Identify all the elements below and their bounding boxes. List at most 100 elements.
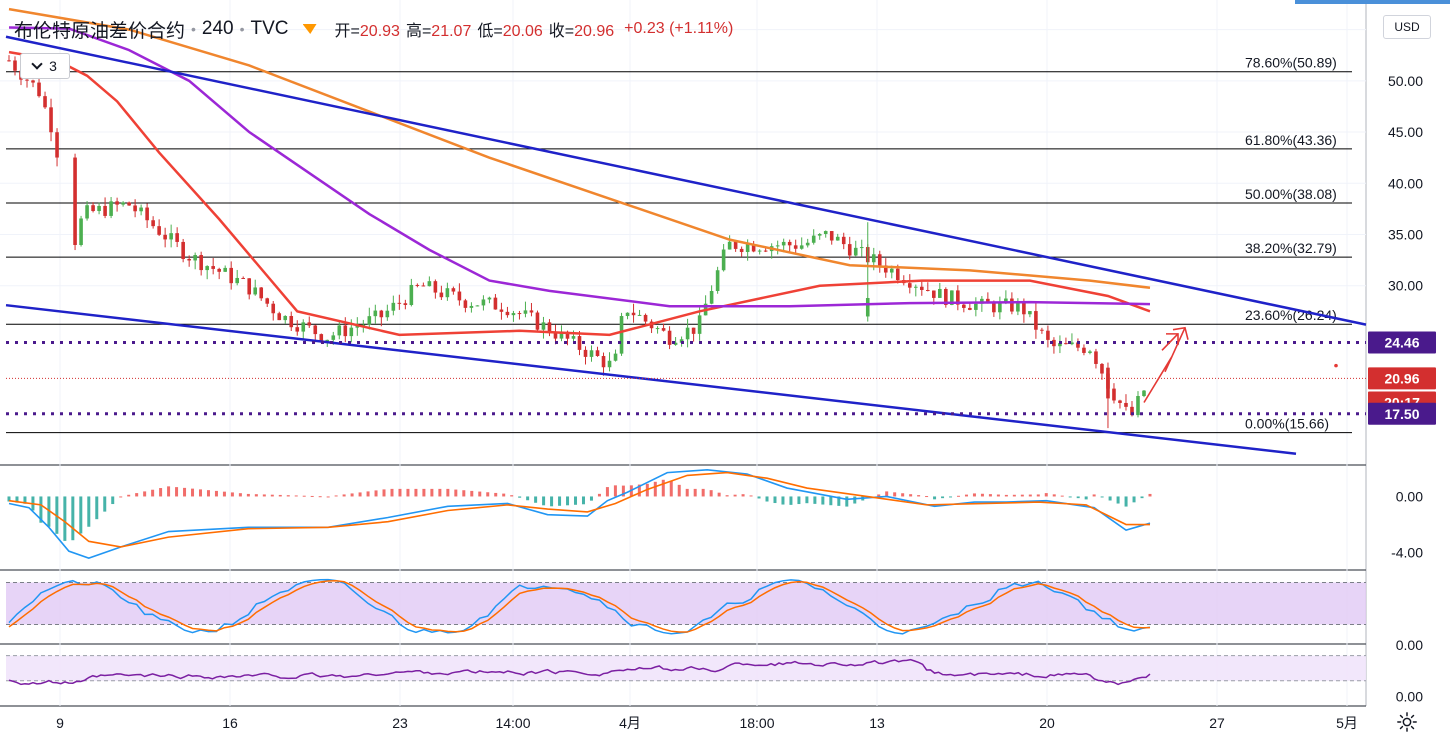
macd-histogram-bar bbox=[1109, 496, 1112, 500]
candle-body bbox=[824, 231, 828, 234]
macd-histogram-bar bbox=[829, 496, 832, 505]
macd-histogram-bar bbox=[909, 494, 912, 496]
candle-body bbox=[1040, 330, 1044, 331]
candle-body bbox=[872, 254, 876, 262]
candle-body bbox=[331, 335, 335, 339]
candle-body bbox=[181, 242, 185, 259]
price-tag-label: 24.46 bbox=[1384, 334, 1419, 350]
indicator-count: 3 bbox=[49, 58, 57, 74]
macd-histogram-bar bbox=[1053, 494, 1056, 496]
macd-histogram-bar bbox=[1005, 495, 1008, 497]
candle-body bbox=[193, 255, 197, 260]
candle-body bbox=[728, 242, 732, 250]
macd-histogram-bar bbox=[550, 496, 553, 506]
macd-histogram-bar bbox=[702, 489, 705, 497]
candle-body bbox=[440, 293, 444, 298]
macd-histogram-bar bbox=[1117, 496, 1120, 503]
candle-body bbox=[590, 350, 594, 357]
candle-body bbox=[692, 328, 696, 334]
candle-body bbox=[500, 310, 504, 312]
macd-histogram-bar bbox=[686, 489, 689, 497]
candle-body bbox=[848, 244, 852, 255]
candle-body bbox=[1106, 368, 1110, 399]
macd-histogram-bar bbox=[694, 489, 697, 497]
macd-histogram-bar bbox=[582, 496, 585, 504]
macd-axis-tick-label: -4.00 bbox=[1391, 545, 1423, 561]
macd-histogram-bar bbox=[478, 492, 481, 497]
candle-body bbox=[458, 292, 462, 301]
candle-body bbox=[710, 291, 714, 304]
candle-body bbox=[662, 328, 666, 331]
currency-button[interactable]: USD bbox=[1383, 15, 1431, 39]
candle-body bbox=[626, 313, 630, 316]
macd-histogram-bar bbox=[103, 496, 106, 511]
high-label: 高= bbox=[406, 23, 431, 40]
fibonacci-level-label: 50.00%(38.08) bbox=[1245, 186, 1337, 202]
candle-body bbox=[632, 313, 636, 315]
macd-histogram-bar bbox=[135, 493, 138, 496]
macd-histogram-bar bbox=[359, 492, 362, 496]
candle-body bbox=[31, 80, 35, 82]
macd-histogram-bar bbox=[558, 496, 561, 505]
candle-body bbox=[860, 247, 864, 248]
macd-histogram-bar bbox=[933, 496, 936, 499]
candle-body bbox=[746, 244, 750, 252]
candle-body bbox=[602, 356, 606, 367]
indicators-toggle-button[interactable]: 3 bbox=[20, 53, 70, 79]
x-axis-tick-label: 27 bbox=[1209, 715, 1225, 731]
macd-histogram-bar bbox=[518, 496, 521, 497]
candle-body bbox=[223, 268, 227, 272]
macd-histogram-bar bbox=[63, 496, 66, 540]
macd-histogram-bar bbox=[941, 496, 944, 498]
candle-body bbox=[698, 315, 702, 334]
gear-icon[interactable] bbox=[1396, 711, 1418, 733]
macd-histogram-bar bbox=[606, 487, 609, 496]
macd-histogram-bar bbox=[454, 490, 457, 497]
change-value: +0.23 (+1.11%) bbox=[624, 20, 733, 38]
candle-body bbox=[812, 236, 816, 243]
candle-body bbox=[235, 278, 239, 283]
candle-body bbox=[139, 208, 143, 212]
candle-body bbox=[1034, 311, 1038, 330]
candle-body bbox=[962, 305, 966, 308]
macd-histogram-bar bbox=[1069, 496, 1072, 497]
candle-body bbox=[920, 287, 924, 290]
candle-body bbox=[782, 242, 786, 245]
macd-histogram-bar bbox=[335, 495, 338, 496]
macd-histogram-bar bbox=[1125, 496, 1128, 506]
macd-histogram-bar bbox=[151, 490, 154, 497]
candle-body bbox=[307, 322, 311, 325]
macd-histogram-bar bbox=[893, 492, 896, 496]
macd-histogram-bar bbox=[351, 493, 354, 496]
open-value: 开=20.93 bbox=[335, 17, 400, 41]
macd-histogram-bar bbox=[167, 486, 170, 496]
macd-histogram-bar bbox=[175, 487, 178, 496]
candle-body bbox=[452, 288, 456, 291]
candle-body bbox=[992, 303, 996, 312]
candle-body bbox=[800, 245, 804, 248]
candle-body bbox=[416, 285, 420, 286]
x-axis-tick-label: 5月 bbox=[1336, 715, 1358, 731]
macd-histogram-bar bbox=[1013, 495, 1016, 497]
macd-histogram-bar bbox=[414, 489, 417, 497]
macd-histogram-bar bbox=[590, 496, 593, 500]
interval-label[interactable]: 240 bbox=[202, 18, 234, 40]
macd-histogram-bar bbox=[430, 489, 433, 497]
candle-body bbox=[740, 249, 744, 252]
candle-body bbox=[37, 83, 41, 97]
candle-body bbox=[313, 325, 317, 334]
separator-dot: • bbox=[240, 21, 245, 37]
macd-histogram-bar bbox=[438, 489, 441, 497]
candle-body bbox=[716, 270, 720, 291]
candle-body bbox=[536, 313, 540, 330]
candle-body bbox=[1082, 348, 1086, 353]
macd-histogram-bar bbox=[383, 489, 386, 496]
macd-histogram-bar bbox=[1077, 496, 1080, 498]
candle-body bbox=[428, 281, 432, 286]
symbol-name[interactable]: 布伦特原油差价合约 bbox=[14, 16, 185, 43]
macd-histogram-bar bbox=[654, 482, 657, 497]
macd-histogram-bar bbox=[247, 494, 250, 497]
macd-histogram-bar bbox=[989, 494, 992, 496]
